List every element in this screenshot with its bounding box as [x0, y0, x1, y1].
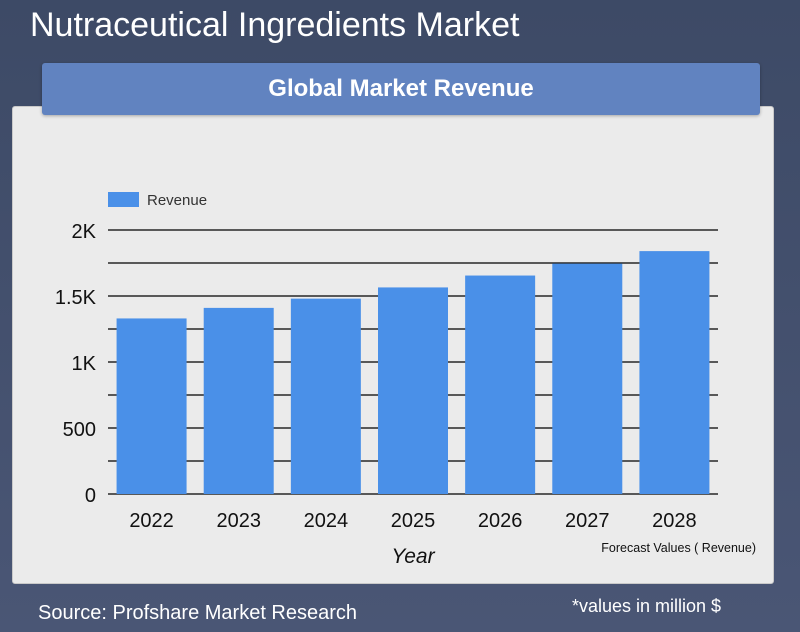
- x-tick-label: 2022: [129, 510, 174, 532]
- y-tick-label: 1K: [72, 353, 97, 375]
- y-tick-label: 500: [63, 419, 96, 441]
- bar: [639, 251, 710, 494]
- bar: [465, 275, 536, 494]
- x-tick-label: 2023: [216, 510, 261, 532]
- forecast-annotation: Forecast Values ( Revenue): [601, 541, 756, 555]
- units-note: *values in million $: [572, 596, 722, 616]
- legend-swatch: [108, 192, 139, 207]
- x-tick-label: 2026: [478, 510, 523, 532]
- bar: [116, 318, 187, 494]
- x-tick-label: 2024: [304, 510, 349, 532]
- legend-label: Revenue: [147, 192, 207, 209]
- bar: [203, 307, 274, 494]
- bar: [290, 298, 361, 494]
- y-tick-label: 2K: [72, 221, 97, 243]
- x-tick-label: 2028: [652, 510, 697, 532]
- bar: [552, 263, 623, 494]
- source-note: Source: Profshare Market Research: [38, 602, 358, 624]
- page-title: Nutraceutical Ingredients Market: [30, 6, 520, 44]
- chart-title: Global Market Revenue: [42, 63, 760, 115]
- x-tick-label: 2025: [391, 510, 436, 532]
- y-tick-label: 1.5K: [55, 287, 97, 309]
- y-tick-label: 0: [85, 485, 96, 507]
- x-axis-label: Year: [391, 545, 435, 568]
- x-tick-label: 2027: [565, 510, 610, 532]
- bar: [378, 287, 448, 494]
